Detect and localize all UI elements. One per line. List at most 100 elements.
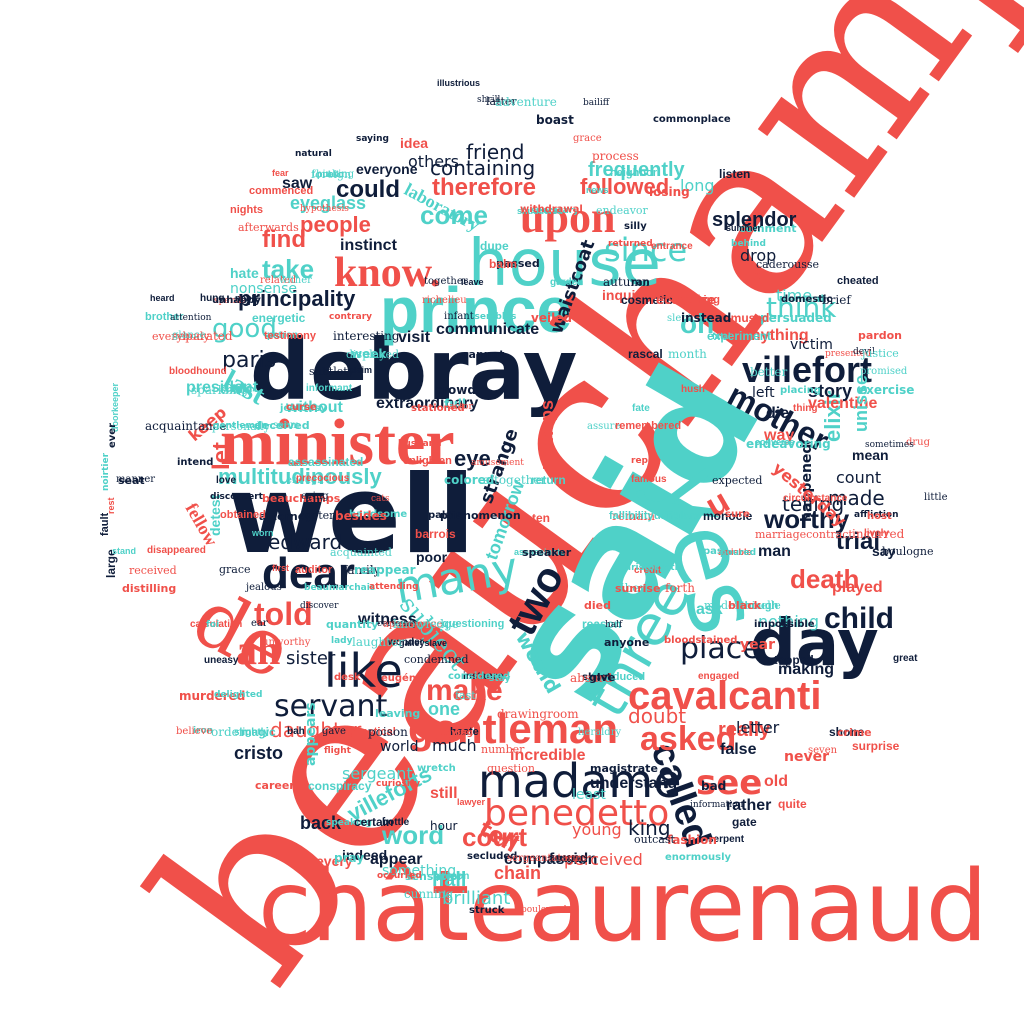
word-ten: ten bbox=[532, 511, 550, 525]
small-word: career bbox=[255, 779, 295, 792]
word-every: every bbox=[316, 853, 353, 869]
small-word: summer bbox=[726, 223, 762, 233]
small-word: died bbox=[584, 599, 611, 612]
word-young: young bbox=[572, 820, 622, 839]
small-word: poured bbox=[720, 548, 757, 558]
small-word: hung bbox=[200, 293, 225, 304]
word-let: let bbox=[208, 441, 235, 470]
word-poor: poor bbox=[416, 549, 448, 565]
small-word: wither bbox=[279, 275, 312, 286]
word-gentleman: gentleman bbox=[408, 705, 619, 752]
small-word: struck bbox=[469, 905, 505, 916]
small-word: fate bbox=[632, 403, 650, 414]
small-word: lady bbox=[331, 636, 353, 646]
small-word: slightly bbox=[234, 727, 270, 738]
small-word: eying bbox=[301, 491, 329, 502]
word-death: death bbox=[790, 564, 860, 594]
small-word: justice bbox=[862, 347, 899, 360]
small-word: altogether bbox=[483, 473, 547, 487]
small-word: disappeared bbox=[147, 545, 206, 556]
word-get: get bbox=[742, 267, 766, 284]
word-witness: witness bbox=[358, 611, 417, 628]
small-word: certainly bbox=[377, 619, 418, 629]
small-word: sparkling bbox=[191, 383, 249, 397]
small-word: contrary bbox=[329, 312, 373, 322]
small-word: magic bbox=[241, 725, 276, 739]
word-sergeant: sergeant bbox=[342, 764, 413, 783]
small-word: experiment bbox=[707, 329, 772, 343]
small-word: flight bbox=[324, 746, 351, 756]
small-word: found bbox=[549, 851, 589, 865]
small-word: adventure bbox=[495, 95, 557, 109]
word-child: child bbox=[824, 602, 895, 635]
small-word: reappear bbox=[354, 563, 416, 577]
small-word: richelieu bbox=[422, 295, 467, 306]
word-eye: eye bbox=[454, 446, 491, 471]
small-word: converse bbox=[755, 437, 795, 447]
small-word: crime bbox=[837, 726, 872, 739]
small-word: sergeantatarms bbox=[507, 853, 587, 864]
word-court: court bbox=[462, 822, 527, 852]
small-word: colored bbox=[444, 473, 495, 487]
word-make: make bbox=[426, 674, 503, 707]
word-trial: trial bbox=[836, 528, 881, 555]
small-word: wretch bbox=[417, 763, 456, 774]
small-word: seven bbox=[808, 745, 838, 756]
small-word: news bbox=[586, 185, 609, 195]
word-cristo: cristo bbox=[234, 743, 284, 763]
small-word: fear bbox=[272, 168, 289, 178]
small-word: boulogne bbox=[882, 545, 934, 558]
small-word: eugénie bbox=[381, 673, 427, 684]
small-word: manner bbox=[116, 474, 156, 485]
word-friend: friend bbox=[466, 140, 525, 164]
small-word: stationed bbox=[411, 403, 465, 414]
word-minister: minister bbox=[220, 406, 455, 479]
word-rather: rather bbox=[726, 797, 772, 814]
small-word: sometimes bbox=[865, 440, 914, 450]
small-word: enlighten bbox=[403, 455, 452, 467]
small-word: marriagecontract bbox=[755, 528, 853, 541]
small-word: thing bbox=[793, 403, 818, 414]
word-edward: edward bbox=[268, 530, 343, 554]
word-made: made bbox=[828, 486, 885, 510]
small-word: return bbox=[531, 473, 566, 487]
word-inquiry: inquiry bbox=[602, 287, 649, 303]
small-word: discover bbox=[300, 601, 339, 611]
small-word: pray bbox=[334, 851, 365, 865]
small-word: fault bbox=[99, 512, 111, 536]
word-compassion: compassion bbox=[504, 851, 598, 868]
small-word: heard bbox=[150, 293, 175, 303]
small-word: patron bbox=[267, 330, 299, 341]
small-word: nights bbox=[230, 204, 263, 216]
small-word: seat bbox=[118, 474, 145, 487]
word-still: still bbox=[430, 785, 458, 802]
small-word: neighbor bbox=[610, 167, 658, 179]
word-story: story bbox=[808, 381, 853, 401]
small-word: outcast bbox=[634, 833, 675, 846]
small-word: uneasy bbox=[204, 655, 239, 666]
small-word: bad bbox=[701, 779, 727, 793]
word-oh: oh bbox=[680, 308, 715, 339]
small-word: recognize bbox=[650, 293, 716, 307]
small-word: seem bbox=[273, 420, 300, 431]
small-word: short bbox=[582, 672, 612, 683]
small-word: behind bbox=[731, 239, 766, 249]
word-hate: hate bbox=[230, 265, 259, 281]
small-word: enough bbox=[286, 475, 324, 486]
word-like: like bbox=[324, 644, 403, 698]
small-word: hypothesis bbox=[300, 204, 349, 214]
small-word: displayed bbox=[346, 348, 400, 361]
small-word: secretary bbox=[531, 206, 580, 216]
small-word: liberal bbox=[617, 581, 657, 595]
small-word: reply bbox=[631, 456, 657, 466]
word-never: never bbox=[784, 749, 829, 765]
small-word: curse bbox=[286, 402, 317, 413]
word-president: president bbox=[186, 379, 259, 396]
small-word: famous bbox=[631, 474, 667, 485]
small-word: condemned bbox=[404, 653, 469, 666]
small-word: attention bbox=[170, 313, 212, 323]
small-word: actor bbox=[449, 402, 473, 412]
small-word: murdered bbox=[179, 689, 246, 703]
small-word: disconcert bbox=[210, 492, 263, 502]
small-word: galleyslave bbox=[399, 638, 448, 648]
